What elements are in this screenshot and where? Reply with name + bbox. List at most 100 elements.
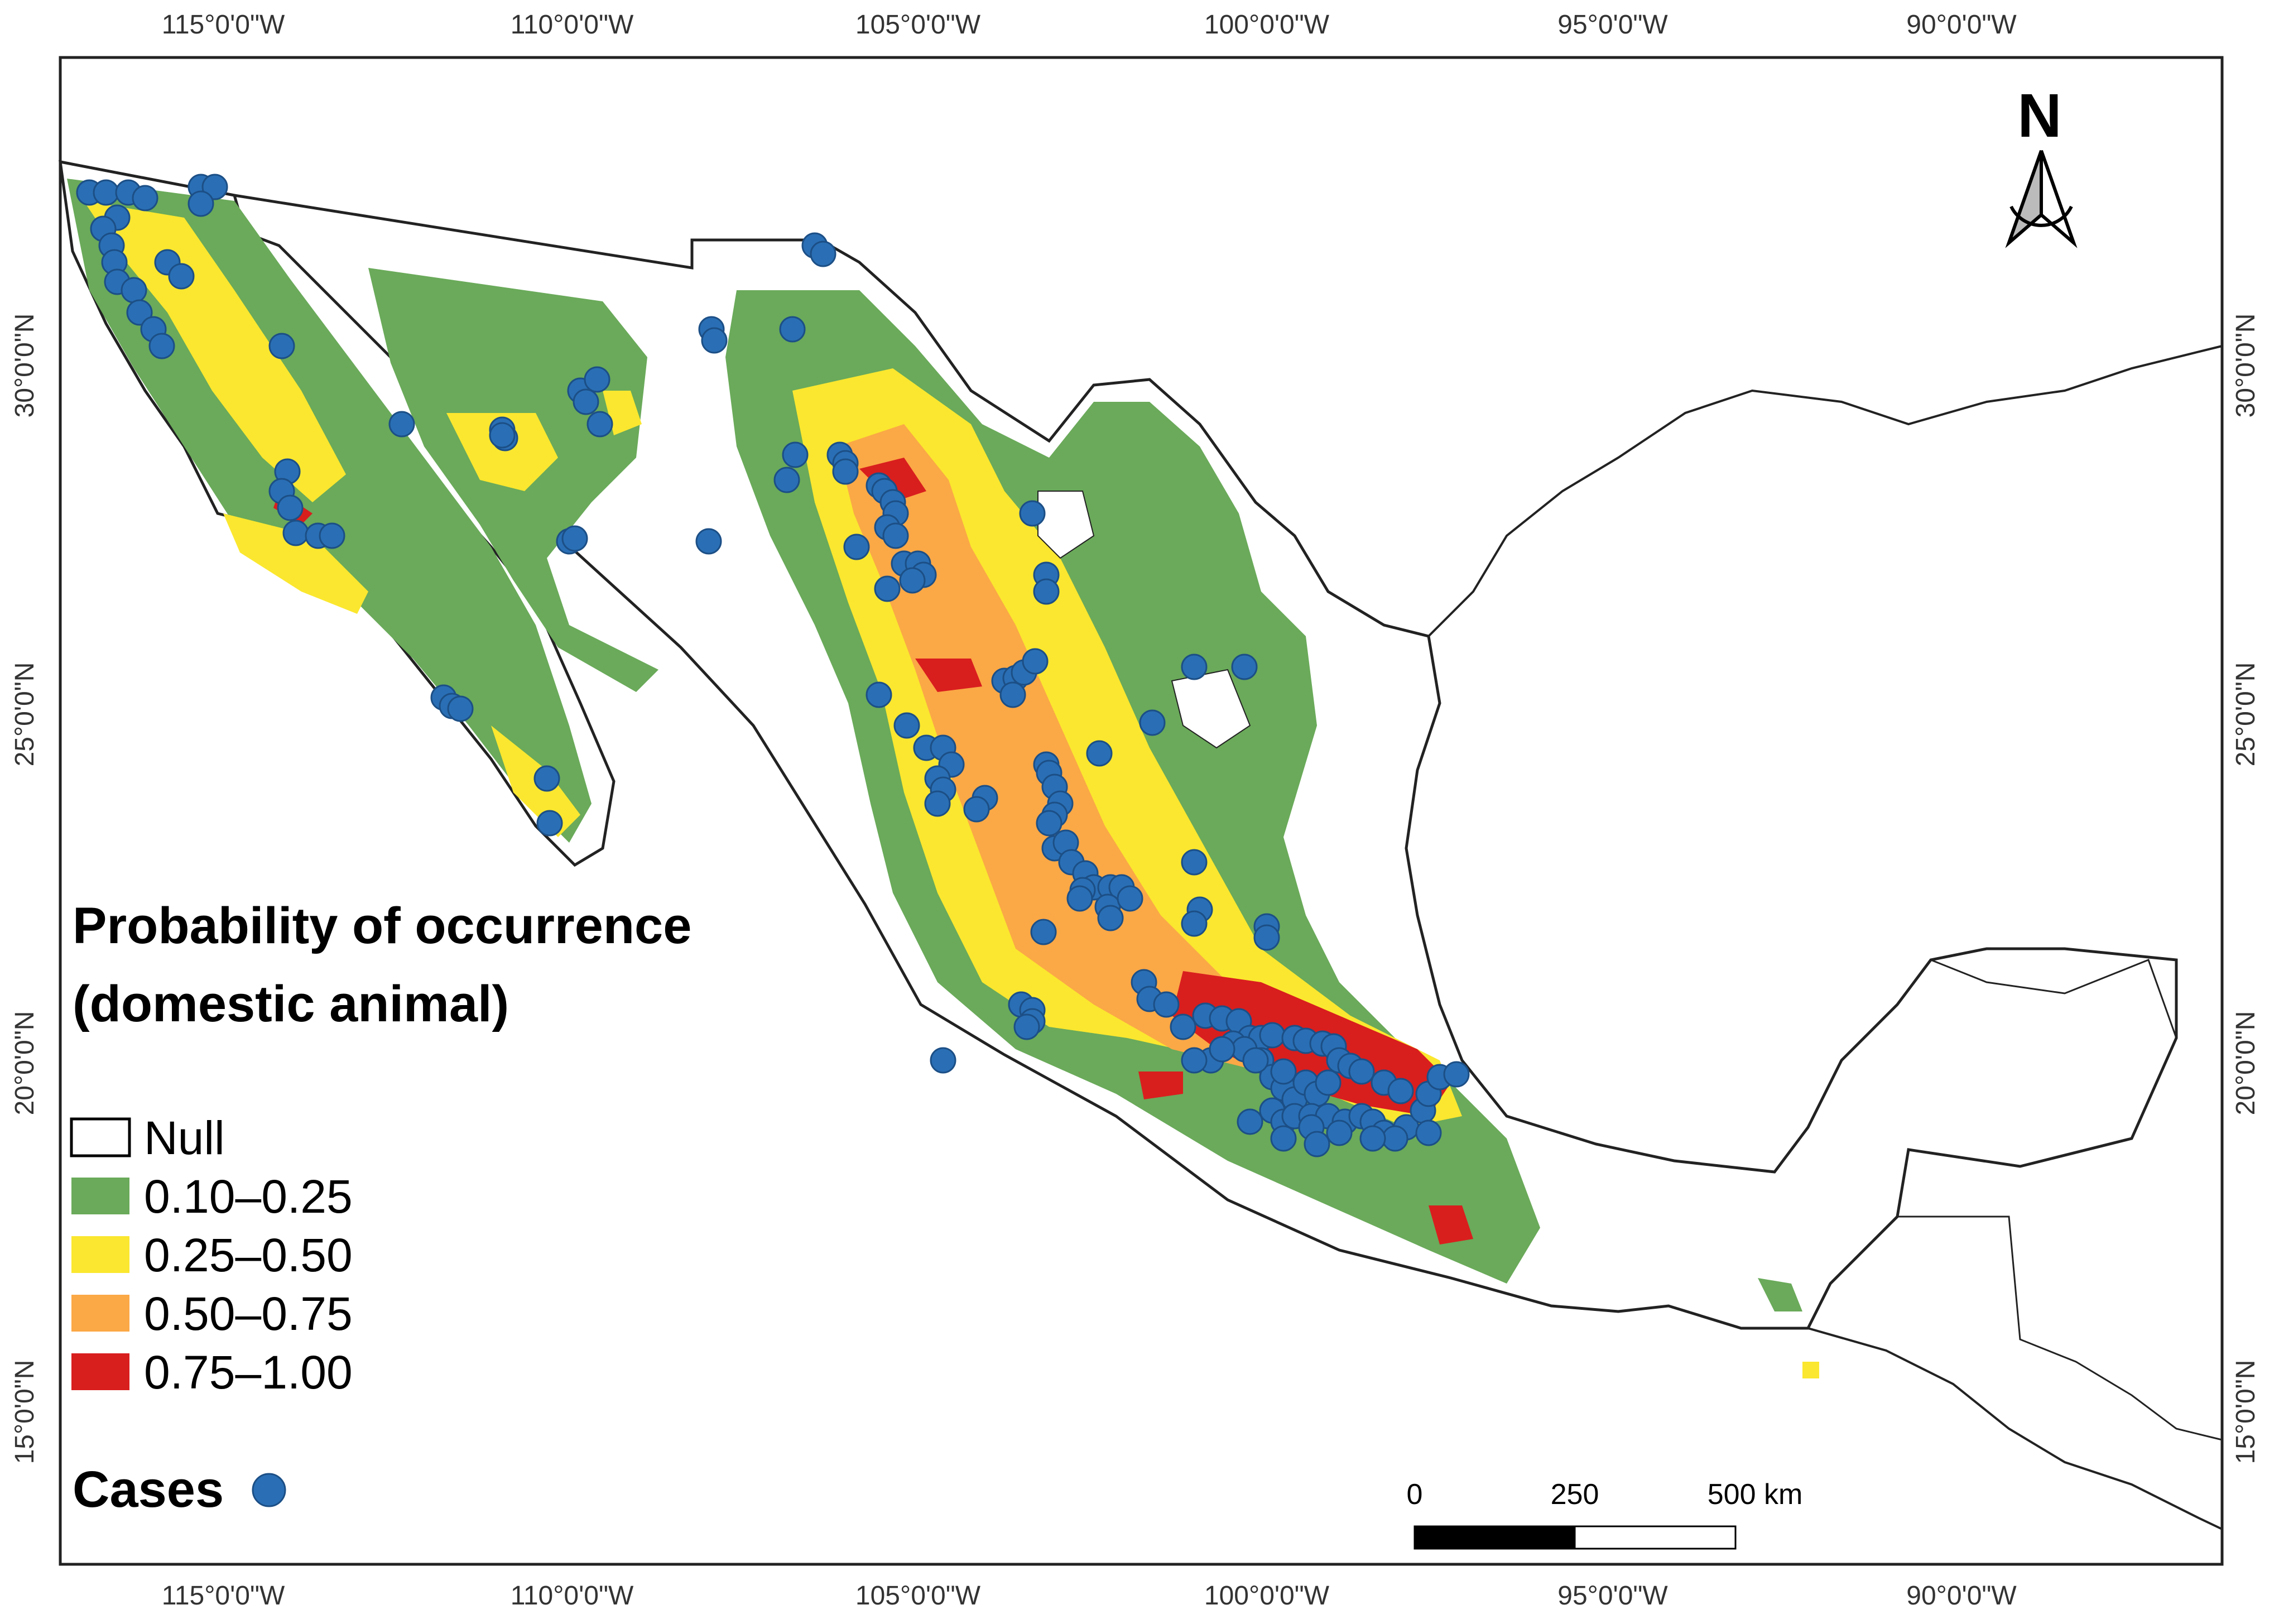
case-point bbox=[1097, 905, 1124, 931]
case-point bbox=[536, 810, 563, 837]
compass-icon bbox=[2005, 150, 2078, 248]
longitude-label-top: 95°0'0"W bbox=[1557, 10, 1668, 40]
case-point bbox=[93, 179, 119, 206]
case-point bbox=[1030, 919, 1057, 945]
case-point bbox=[268, 333, 295, 359]
legend-label: 0.25–0.50 bbox=[144, 1229, 353, 1281]
case-point bbox=[963, 796, 990, 823]
case-point bbox=[1019, 500, 1046, 527]
case-point bbox=[1304, 1131, 1330, 1157]
case-point bbox=[1270, 1125, 1297, 1152]
case-point bbox=[1033, 578, 1060, 605]
latitude-label-left: 20°0'0"N bbox=[10, 1011, 40, 1116]
legend-item-null: Null bbox=[70, 1112, 225, 1164]
case-point bbox=[1153, 991, 1180, 1018]
scale-label: 250 bbox=[1551, 1478, 1599, 1511]
longitude-label-top: 90°0'0"W bbox=[1906, 10, 2017, 40]
longitude-labels-top: 115°0'0"W 110°0'0"W 105°0'0"W 100°0'0"W … bbox=[162, 10, 2017, 40]
case-point bbox=[573, 388, 599, 415]
case-point bbox=[1117, 885, 1143, 912]
case-point bbox=[132, 185, 158, 212]
case-point bbox=[899, 567, 926, 594]
case-point bbox=[773, 467, 800, 493]
scale-label: 0 bbox=[1407, 1478, 1423, 1511]
case-point bbox=[1359, 1125, 1386, 1152]
case-marker-icon bbox=[252, 1473, 286, 1507]
case-points bbox=[76, 174, 1470, 1157]
case-point bbox=[1237, 1108, 1263, 1135]
case-point bbox=[489, 422, 516, 449]
cases-label: Cases bbox=[73, 1461, 224, 1518]
gulf-coastline bbox=[1427, 345, 2223, 637]
longitude-label-top: 115°0'0"W bbox=[162, 10, 285, 40]
case-point bbox=[701, 327, 728, 354]
case-point bbox=[695, 528, 722, 555]
longitude-labels-bottom: 115°0'0"W 110°0'0"W 105°0'0"W 100°0'0"W … bbox=[162, 1581, 2017, 1611]
case-point bbox=[1415, 1119, 1442, 1146]
case-point bbox=[1387, 1078, 1414, 1104]
latitude-labels-right: 30°0'0"N 25°0'0"N 20°0'0"N 15°0'0"N bbox=[2231, 314, 2261, 1464]
case-point bbox=[447, 695, 474, 722]
legend-swatch bbox=[71, 1178, 129, 1214]
latitude-label-right: 15°0'0"N bbox=[2231, 1360, 2261, 1464]
legend-swatch bbox=[71, 1353, 129, 1390]
case-point bbox=[1242, 1047, 1269, 1074]
case-point bbox=[561, 525, 588, 552]
latitude-label-left: 30°0'0"N bbox=[10, 314, 40, 418]
longitude-label-bottom: 105°0'0"W bbox=[855, 1581, 981, 1611]
case-point bbox=[282, 520, 309, 546]
case-point bbox=[1270, 1058, 1297, 1085]
legend: Probability of occurrence (domestic anim… bbox=[70, 897, 691, 1518]
case-point bbox=[1348, 1058, 1375, 1085]
scale-bar: 0 250 500 km bbox=[1407, 1478, 1803, 1550]
case-point bbox=[874, 575, 901, 602]
case-point bbox=[1315, 1069, 1342, 1096]
case-point bbox=[1181, 849, 1208, 876]
scale-bar-black bbox=[1413, 1525, 1576, 1550]
case-point bbox=[1253, 924, 1280, 951]
legend-item-2: 0.25–0.50 bbox=[71, 1229, 353, 1281]
central-america-outline bbox=[1807, 1327, 2223, 1530]
north-label: N bbox=[2017, 81, 2061, 150]
case-point bbox=[999, 681, 1026, 708]
case-point bbox=[533, 765, 560, 792]
case-point bbox=[924, 790, 951, 817]
legend-item-3: 0.50–0.75 bbox=[71, 1287, 353, 1340]
longitude-label-bottom: 115°0'0"W bbox=[162, 1581, 285, 1611]
legend-label: 0.10–0.25 bbox=[144, 1170, 353, 1223]
case-point bbox=[1170, 1013, 1196, 1040]
case-point bbox=[168, 263, 195, 290]
case-point bbox=[866, 681, 892, 708]
case-point bbox=[388, 411, 415, 438]
legend-title-line1: Probability of occurrence bbox=[73, 897, 691, 954]
legend-item-4: 0.75–1.00 bbox=[71, 1346, 353, 1399]
case-point bbox=[584, 366, 610, 393]
case-point bbox=[1209, 1036, 1235, 1063]
longitude-label-top: 100°0'0"W bbox=[1204, 10, 1330, 40]
case-point bbox=[1382, 1125, 1408, 1152]
case-point bbox=[1066, 885, 1093, 912]
case-point bbox=[882, 522, 909, 549]
legend-label: 0.75–1.00 bbox=[144, 1346, 353, 1399]
case-point bbox=[1022, 648, 1049, 675]
legend-label: Null bbox=[144, 1112, 225, 1164]
scale-label: 500 km bbox=[1708, 1478, 1803, 1511]
latitude-label-left: 15°0'0"N bbox=[10, 1360, 40, 1464]
case-point bbox=[1443, 1061, 1470, 1088]
north-arrow: N bbox=[2005, 81, 2078, 248]
legend-swatch bbox=[71, 1295, 129, 1332]
legend-item-1: 0.10–0.25 bbox=[71, 1170, 353, 1223]
case-point bbox=[1231, 654, 1258, 680]
case-point bbox=[1139, 709, 1166, 736]
case-point bbox=[187, 190, 214, 217]
legend-swatch bbox=[71, 1236, 129, 1273]
case-point bbox=[1181, 910, 1208, 937]
case-point bbox=[1181, 654, 1208, 680]
scale-bar-white bbox=[1574, 1525, 1737, 1550]
latitude-label-right: 30°0'0"N bbox=[2231, 314, 2261, 418]
longitude-label-bottom: 110°0'0"W bbox=[511, 1581, 634, 1611]
case-point bbox=[1181, 1047, 1208, 1074]
longitude-label-bottom: 90°0'0"W bbox=[1906, 1581, 2017, 1611]
case-point bbox=[126, 299, 153, 326]
